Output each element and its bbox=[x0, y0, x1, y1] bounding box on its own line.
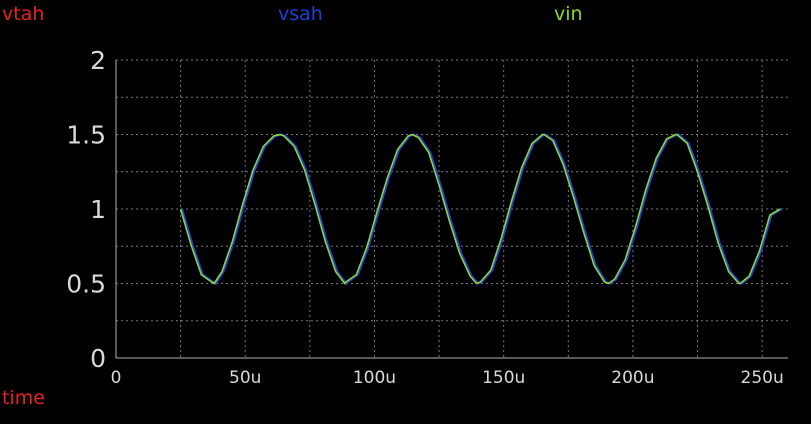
tick-labels: 0 0.5 1 1.5 2 0 50u 100u 150u 200u 250u bbox=[66, 46, 784, 388]
y-tick-label: 0 bbox=[90, 344, 106, 373]
x-tick-label: 150u bbox=[482, 368, 525, 388]
series-lines bbox=[179, 133, 783, 286]
axis-frame bbox=[115, 60, 788, 359]
x-tick-label: 200u bbox=[611, 368, 654, 388]
x-tick-label: 0 bbox=[111, 368, 122, 388]
grid-lines bbox=[116, 59, 788, 358]
legend-vin: vin bbox=[554, 3, 583, 25]
x-tick-label: 50u bbox=[229, 368, 261, 388]
y-tick-label: 1.5 bbox=[66, 121, 106, 150]
legend-vtah: vtah bbox=[2, 3, 45, 25]
x-tick-label: 250u bbox=[741, 368, 784, 388]
y-tick-label: 2 bbox=[90, 46, 106, 75]
x-tick-label: 100u bbox=[353, 368, 396, 388]
legend-vsah: vsah bbox=[278, 3, 323, 25]
y-tick-label: 1 bbox=[90, 195, 106, 224]
y-tick-label: 0.5 bbox=[66, 270, 106, 299]
series-line-vin bbox=[179, 133, 781, 285]
x-unit-label: time bbox=[2, 387, 45, 409]
